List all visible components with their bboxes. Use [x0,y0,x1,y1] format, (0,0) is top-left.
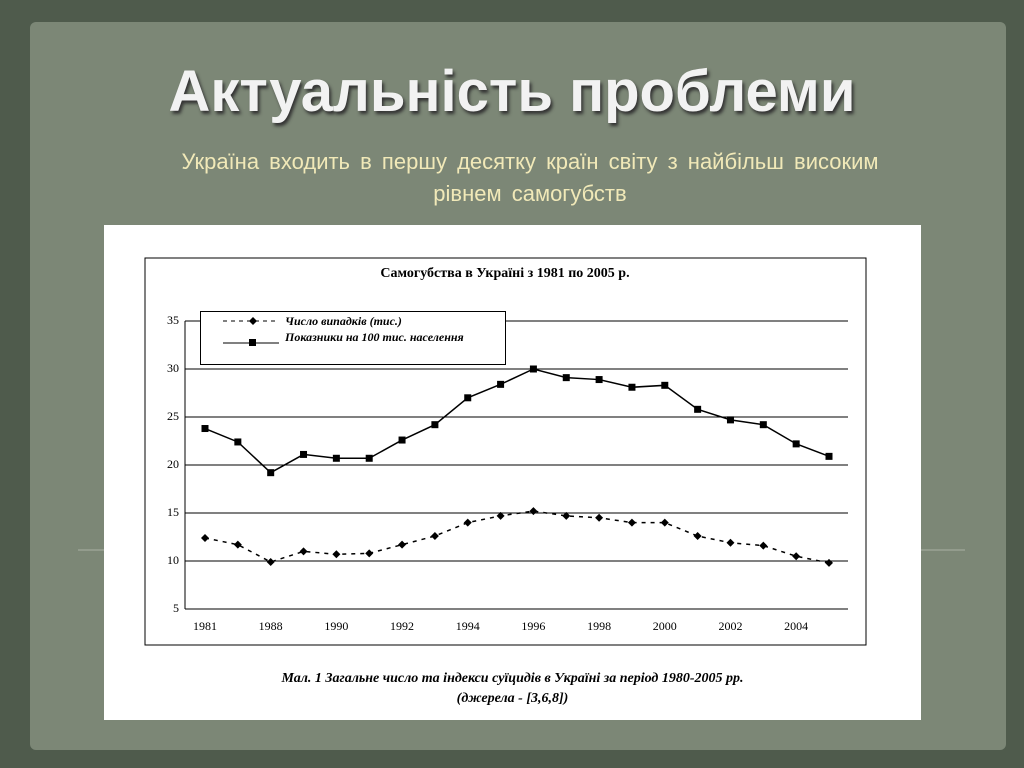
caption: Мал. 1 Загальне число та індекси суїциді… [281,671,744,686]
x-tick-label: 1994 [456,619,480,633]
series-line [204,368,830,474]
legend: Число випадків (тис.) Показники на 100 т… [200,311,506,365]
x-tick-label: 1998 [587,619,611,633]
series-line [204,510,830,564]
point [266,557,275,566]
point [430,532,439,541]
y-tick-label: 15 [167,505,179,519]
point [726,416,734,424]
point [595,376,603,384]
point [792,440,800,448]
y-tick-label: 25 [167,409,179,423]
point [201,425,209,433]
x-tick-label: 2004 [784,619,808,633]
point [726,538,735,547]
point [825,452,833,460]
point [825,558,833,567]
point [365,549,374,558]
point [661,381,669,389]
legend-marker [249,317,257,325]
point [299,547,308,556]
point [529,365,537,373]
caption: (джерела - [3,6,8]) [456,691,569,706]
point [365,454,373,462]
x-tick-label: 1996 [521,619,545,633]
y-tick-label: 30 [167,361,179,375]
point [398,540,407,549]
x-tick-label: 2002 [718,619,742,633]
slide-subtitle: Україна входить в першу десятку країн св… [181,149,879,206]
point [497,380,505,388]
point [628,383,636,391]
y-tick-label: 35 [167,313,179,327]
legend-label: Показники на 100 тис. населення [285,330,464,344]
point [627,518,636,527]
point [529,507,538,516]
y-tick-label: 10 [167,553,179,567]
point [332,454,340,462]
point [464,394,472,402]
point [463,518,472,527]
chart-box [104,225,921,720]
slide-title: Актуальність проблеми [168,59,856,124]
point [300,450,308,458]
x-tick-label: 2000 [653,619,677,633]
point [332,550,341,559]
point [660,518,669,527]
chart-frame [144,257,867,646]
y-tick-label: 20 [167,457,179,471]
point [267,469,275,477]
point [693,532,702,541]
point [562,511,571,520]
y-tick-label: 5 [173,601,179,615]
x-tick-label: 1990 [324,619,348,633]
point [234,438,242,446]
x-tick-label: 1981 [193,619,217,633]
legend-label: Число випадків (тис.) [285,314,402,328]
x-tick-label: 1988 [259,619,283,633]
point [759,541,768,550]
point [759,421,767,429]
point [201,533,209,542]
legend-marker [249,339,256,346]
x-tick-label: 1992 [390,619,414,633]
point [595,513,604,522]
point [398,436,406,444]
point [431,421,439,429]
point [694,405,702,413]
point [233,540,242,549]
point [562,374,570,382]
chart-title: Самогубства в Україні з 1981 по 2005 р. [380,266,629,281]
point [792,552,801,561]
legend-keys [223,317,279,346]
point [496,511,505,520]
